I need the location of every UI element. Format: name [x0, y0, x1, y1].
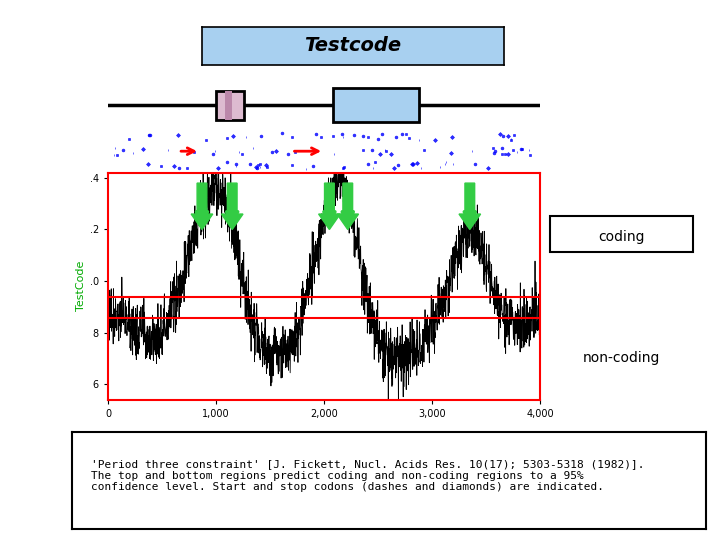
FancyArrow shape [192, 183, 213, 230]
FancyBboxPatch shape [550, 78, 693, 114]
Y-axis label: TestCode: TestCode [76, 261, 86, 312]
FancyBboxPatch shape [333, 88, 419, 122]
FancyArrow shape [319, 183, 340, 230]
FancyBboxPatch shape [225, 91, 233, 120]
FancyArrow shape [337, 183, 359, 230]
FancyArrow shape [222, 183, 243, 230]
Text: coding: coding [598, 230, 645, 244]
Text: 'Period three constraint' [J. Fickett, Nucl. Acids Res. 10(17); 5303-5318 (1982): 'Period three constraint' [J. Fickett, N… [91, 459, 644, 492]
FancyArrow shape [459, 183, 481, 230]
Text: non-coding: non-coding [583, 352, 660, 366]
Text: Testcode: Testcode [305, 36, 401, 56]
FancyBboxPatch shape [216, 91, 244, 120]
FancyBboxPatch shape [550, 216, 693, 252]
